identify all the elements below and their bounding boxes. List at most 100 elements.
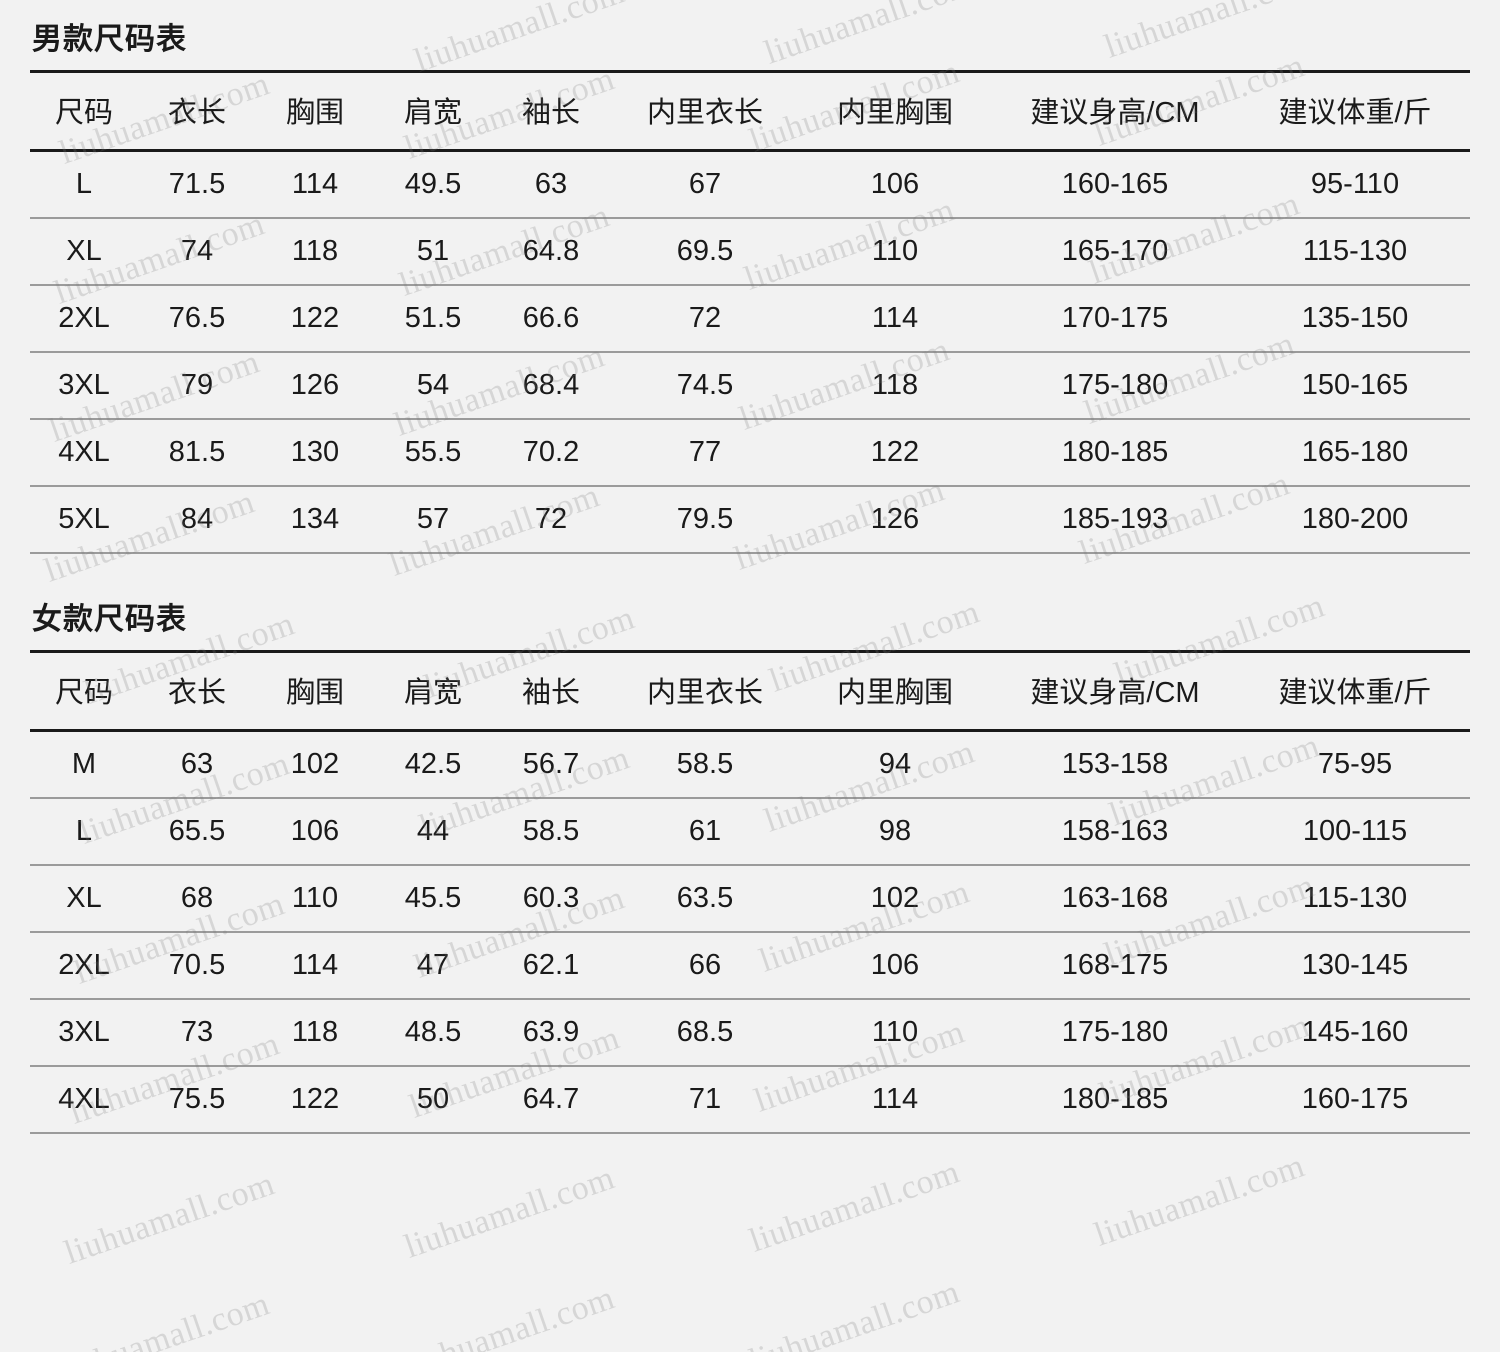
cell-length: 79 bbox=[138, 352, 256, 420]
cell-shoulder: 55.5 bbox=[374, 419, 492, 487]
cell-bust: 114 bbox=[256, 150, 374, 219]
cell-inner-bust: 98 bbox=[800, 798, 990, 866]
table-row: 4XL 75.5 122 50 64.7 71 114 180-185 160-… bbox=[30, 1066, 1470, 1134]
women-col-header-sleeve: 袖长 bbox=[492, 650, 610, 732]
cell-inner-bust: 122 bbox=[800, 419, 990, 487]
table-row: XL 74 118 51 64.8 69.5 110 165-170 115-1… bbox=[30, 218, 1470, 286]
cell-size: 2XL bbox=[30, 932, 138, 1000]
cell-inner-length: 61 bbox=[610, 798, 800, 866]
women-col-header-length: 衣长 bbox=[138, 650, 256, 732]
cell-sleeve: 63.9 bbox=[492, 999, 610, 1067]
cell-height: 185-193 bbox=[990, 486, 1240, 554]
cell-height: 153-158 bbox=[990, 730, 1240, 799]
cell-size: L bbox=[30, 150, 138, 219]
cell-shoulder: 54 bbox=[374, 352, 492, 420]
cell-weight: 75-95 bbox=[1240, 730, 1470, 799]
cell-bust: 118 bbox=[256, 999, 374, 1067]
cell-shoulder: 47 bbox=[374, 932, 492, 1000]
cell-shoulder: 51 bbox=[374, 218, 492, 286]
table-row: 3XL 73 118 48.5 63.9 68.5 110 175-180 14… bbox=[30, 999, 1470, 1067]
cell-length: 84 bbox=[138, 486, 256, 554]
women-col-header-shoulder: 肩宽 bbox=[374, 650, 492, 732]
cell-size: 4XL bbox=[30, 1066, 138, 1134]
cell-size: 3XL bbox=[30, 352, 138, 420]
cell-inner-bust: 126 bbox=[800, 486, 990, 554]
cell-weight: 115-130 bbox=[1240, 218, 1470, 286]
cell-bust: 106 bbox=[256, 798, 374, 866]
cell-inner-bust: 94 bbox=[800, 730, 990, 799]
cell-sleeve: 60.3 bbox=[492, 865, 610, 933]
cell-weight: 160-175 bbox=[1240, 1066, 1470, 1134]
cell-shoulder: 42.5 bbox=[374, 730, 492, 799]
cell-bust: 134 bbox=[256, 486, 374, 554]
cell-bust: 122 bbox=[256, 285, 374, 353]
cell-inner-bust: 114 bbox=[800, 1066, 990, 1134]
cell-weight: 100-115 bbox=[1240, 798, 1470, 866]
cell-length: 63 bbox=[138, 730, 256, 799]
section-spacer bbox=[30, 554, 1470, 580]
cell-inner-bust: 118 bbox=[800, 352, 990, 420]
table-row: L 71.5 114 49.5 63 67 106 160-165 95-110 bbox=[30, 150, 1470, 219]
cell-sleeve: 63 bbox=[492, 150, 610, 219]
cell-inner-length: 72 bbox=[610, 285, 800, 353]
cell-bust: 102 bbox=[256, 730, 374, 799]
women-table-title: 女款尺码表 bbox=[32, 603, 187, 636]
cell-shoulder: 49.5 bbox=[374, 150, 492, 219]
cell-weight: 145-160 bbox=[1240, 999, 1470, 1067]
table-row: 4XL 81.5 130 55.5 70.2 77 122 180-185 16… bbox=[30, 419, 1470, 487]
women-col-header-height: 建议身高/CM bbox=[990, 650, 1240, 732]
cell-inner-bust: 106 bbox=[800, 932, 990, 1000]
table-row: 3XL 79 126 54 68.4 74.5 118 175-180 150-… bbox=[30, 352, 1470, 420]
men-col-header-bust: 胸围 bbox=[256, 70, 374, 152]
cell-weight: 150-165 bbox=[1240, 352, 1470, 420]
cell-length: 81.5 bbox=[138, 419, 256, 487]
table-row: 2XL 70.5 114 47 62.1 66 106 168-175 130-… bbox=[30, 932, 1470, 1000]
cell-length: 75.5 bbox=[138, 1066, 256, 1134]
cell-sleeve: 66.6 bbox=[492, 285, 610, 353]
cell-height: 175-180 bbox=[990, 999, 1240, 1067]
cell-height: 180-185 bbox=[990, 1066, 1240, 1134]
cell-shoulder: 50 bbox=[374, 1066, 492, 1134]
table-row: L 65.5 106 44 58.5 61 98 158-163 100-115 bbox=[30, 798, 1470, 866]
men-col-header-shoulder: 肩宽 bbox=[374, 70, 492, 152]
cell-length: 73 bbox=[138, 999, 256, 1067]
cell-inner-length: 68.5 bbox=[610, 999, 800, 1067]
cell-shoulder: 45.5 bbox=[374, 865, 492, 933]
cell-inner-bust: 102 bbox=[800, 865, 990, 933]
cell-length: 65.5 bbox=[138, 798, 256, 866]
cell-sleeve: 56.7 bbox=[492, 730, 610, 799]
table-row: 5XL 84 134 57 72 79.5 126 185-193 180-20… bbox=[30, 486, 1470, 554]
cell-inner-length: 77 bbox=[610, 419, 800, 487]
cell-weight: 95-110 bbox=[1240, 150, 1470, 219]
cell-length: 68 bbox=[138, 865, 256, 933]
cell-inner-bust: 110 bbox=[800, 999, 990, 1067]
cell-weight: 180-200 bbox=[1240, 486, 1470, 554]
cell-size: XL bbox=[30, 218, 138, 286]
cell-height: 158-163 bbox=[990, 798, 1240, 866]
cell-inner-length: 69.5 bbox=[610, 218, 800, 286]
cell-bust: 122 bbox=[256, 1066, 374, 1134]
men-col-header-weight: 建议体重/斤 bbox=[1240, 70, 1470, 152]
women-col-header-inner-bust: 内里胸围 bbox=[800, 650, 990, 732]
cell-height: 170-175 bbox=[990, 285, 1240, 353]
cell-size: 5XL bbox=[30, 486, 138, 554]
cell-sleeve: 72 bbox=[492, 486, 610, 554]
cell-length: 74 bbox=[138, 218, 256, 286]
cell-weight: 165-180 bbox=[1240, 419, 1470, 487]
cell-shoulder: 51.5 bbox=[374, 285, 492, 353]
cell-size: 2XL bbox=[30, 285, 138, 353]
cell-inner-length: 71 bbox=[610, 1066, 800, 1134]
men-table-header-row: 尺码 衣长 胸围 肩宽 袖长 内里衣长 内里胸围 建议身高/CM 建议体重/斤 bbox=[30, 70, 1470, 152]
women-col-header-size: 尺码 bbox=[30, 650, 138, 732]
women-size-table: 尺码 衣长 胸围 肩宽 袖长 内里衣长 内里胸围 建议身高/CM 建议体重/斤 … bbox=[30, 650, 1470, 1134]
women-table-header-row: 尺码 衣长 胸围 肩宽 袖长 内里衣长 内里胸围 建议身高/CM 建议体重/斤 bbox=[30, 650, 1470, 732]
cell-size: 3XL bbox=[30, 999, 138, 1067]
cell-inner-length: 67 bbox=[610, 150, 800, 219]
cell-bust: 114 bbox=[256, 932, 374, 1000]
cell-sleeve: 62.1 bbox=[492, 932, 610, 1000]
cell-height: 175-180 bbox=[990, 352, 1240, 420]
cell-weight: 135-150 bbox=[1240, 285, 1470, 353]
cell-size: 4XL bbox=[30, 419, 138, 487]
cell-height: 165-170 bbox=[990, 218, 1240, 286]
